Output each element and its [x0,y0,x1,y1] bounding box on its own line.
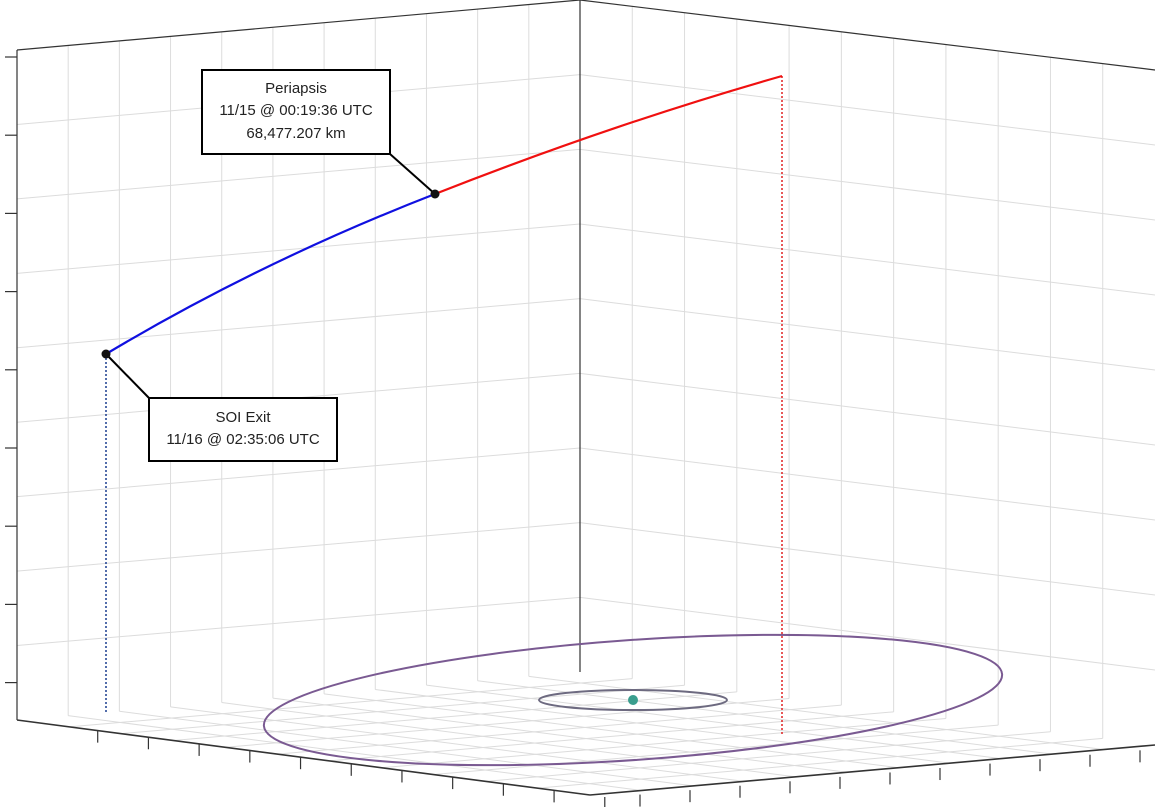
periapsis-point [430,189,440,199]
grid-line [579,372,1155,446]
edge [16,0,581,51]
edge [589,744,1155,796]
body [628,695,638,705]
trajectory-red [434,74,783,196]
annotation-text: 11/15 @ 00:19:36 UTC [219,102,373,119]
grid-line [16,148,581,200]
grid-line [579,223,1155,296]
trajectory-blue [105,192,436,355]
annotation-text: SOI Exit [215,409,271,426]
edge [579,0,1155,71]
grid-line [329,711,894,762]
grid-line [16,596,581,647]
grid-line [69,678,633,728]
annotation-text: 11/16 @ 02:35:06 UTC [166,431,320,448]
grid-line [579,148,1155,221]
edge [16,719,591,796]
grid-line [579,298,1155,371]
grid-line [381,717,946,769]
grid-line [579,447,1155,521]
grid-line [221,702,796,778]
grid-line [68,715,642,791]
grid-line [433,724,999,776]
grid-line [16,298,581,349]
orbit-ellipse [262,633,1004,767]
grid-line [277,704,842,755]
annotation-text: Periapsis [265,80,327,97]
grid-line [485,731,1051,782]
grid-line [272,697,847,773]
grid-line [16,522,581,572]
soi-exit-point [101,349,111,359]
ticks [5,56,1141,807]
annotation-box [201,69,391,155]
annotation-text: 68,477.207 km [246,125,345,142]
grid-line [16,223,581,274]
grid-line [119,710,693,787]
grid-line [579,74,1155,146]
grid-line [579,596,1155,671]
grid-line [426,684,1001,760]
grid-line [537,737,1103,789]
grid-line [324,693,899,769]
grid-line [121,684,685,735]
grid-line [477,680,1053,755]
leader-line [389,153,436,195]
leader-line [105,353,150,399]
annotation-box [148,397,338,462]
grid-line [375,688,950,764]
grid-line [528,675,1104,751]
grid-line [16,447,581,498]
axes [16,0,1155,796]
grid-line [579,522,1155,596]
moon-orbit [538,689,728,711]
